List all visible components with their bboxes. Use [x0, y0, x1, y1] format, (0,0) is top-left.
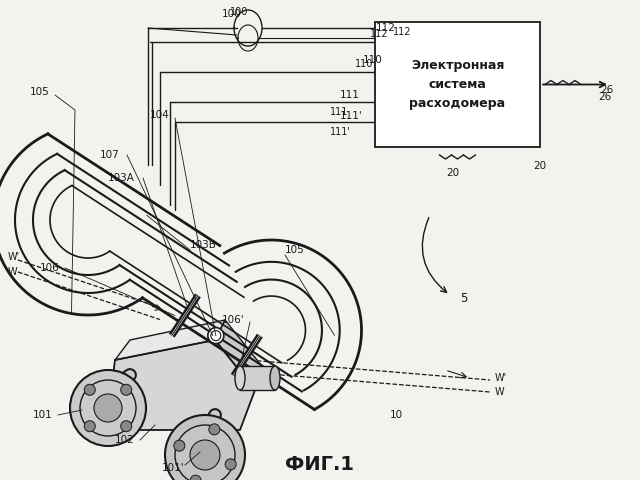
- Text: 20: 20: [446, 168, 459, 178]
- Text: 100: 100: [230, 7, 248, 17]
- Circle shape: [70, 370, 146, 446]
- Circle shape: [84, 384, 95, 396]
- Bar: [240, 366, 275, 390]
- Circle shape: [94, 394, 122, 422]
- Circle shape: [190, 440, 220, 470]
- Text: 105: 105: [30, 87, 50, 97]
- Text: 110: 110: [355, 59, 373, 69]
- Text: 111': 111': [340, 111, 363, 121]
- Text: W': W': [8, 252, 20, 262]
- Circle shape: [209, 424, 220, 435]
- Text: 101: 101: [33, 410, 52, 420]
- Text: 26: 26: [600, 85, 613, 95]
- Text: 106': 106': [222, 315, 244, 325]
- Text: 104: 104: [150, 110, 170, 120]
- Text: 112: 112: [393, 27, 412, 37]
- Text: 106: 106: [40, 263, 60, 273]
- Text: 112: 112: [370, 29, 388, 39]
- Bar: [375, 22, 540, 147]
- Ellipse shape: [235, 366, 245, 390]
- Text: 111: 111: [340, 90, 360, 100]
- Text: 5: 5: [460, 291, 467, 304]
- Ellipse shape: [270, 366, 280, 390]
- Circle shape: [174, 440, 185, 451]
- Text: ФИГ.1: ФИГ.1: [285, 456, 355, 475]
- Text: W: W: [8, 267, 18, 277]
- Circle shape: [165, 415, 245, 480]
- Polygon shape: [215, 320, 265, 390]
- Text: 103B: 103B: [190, 240, 217, 250]
- Text: Электронная
система
расходомера: Электронная система расходомера: [410, 59, 506, 110]
- Text: W': W': [495, 373, 507, 383]
- Circle shape: [208, 328, 224, 344]
- Text: 103A: 103A: [108, 173, 135, 183]
- Circle shape: [121, 420, 132, 432]
- Text: 20: 20: [533, 161, 547, 171]
- Text: 112: 112: [376, 23, 396, 33]
- Text: 100: 100: [222, 9, 242, 19]
- Text: 10: 10: [390, 410, 403, 420]
- Circle shape: [84, 420, 95, 432]
- Text: 111: 111: [330, 107, 348, 117]
- Polygon shape: [115, 320, 225, 360]
- Circle shape: [121, 384, 132, 396]
- Text: 26: 26: [598, 92, 611, 101]
- Text: 111': 111': [330, 127, 351, 137]
- Circle shape: [190, 475, 201, 480]
- Text: 101': 101': [162, 463, 184, 473]
- Polygon shape: [110, 340, 255, 430]
- Text: 105': 105': [285, 245, 308, 255]
- Text: 107: 107: [100, 150, 120, 160]
- Circle shape: [225, 459, 236, 470]
- Text: W: W: [495, 387, 504, 397]
- Text: 102: 102: [115, 435, 135, 445]
- Text: 110: 110: [363, 55, 383, 65]
